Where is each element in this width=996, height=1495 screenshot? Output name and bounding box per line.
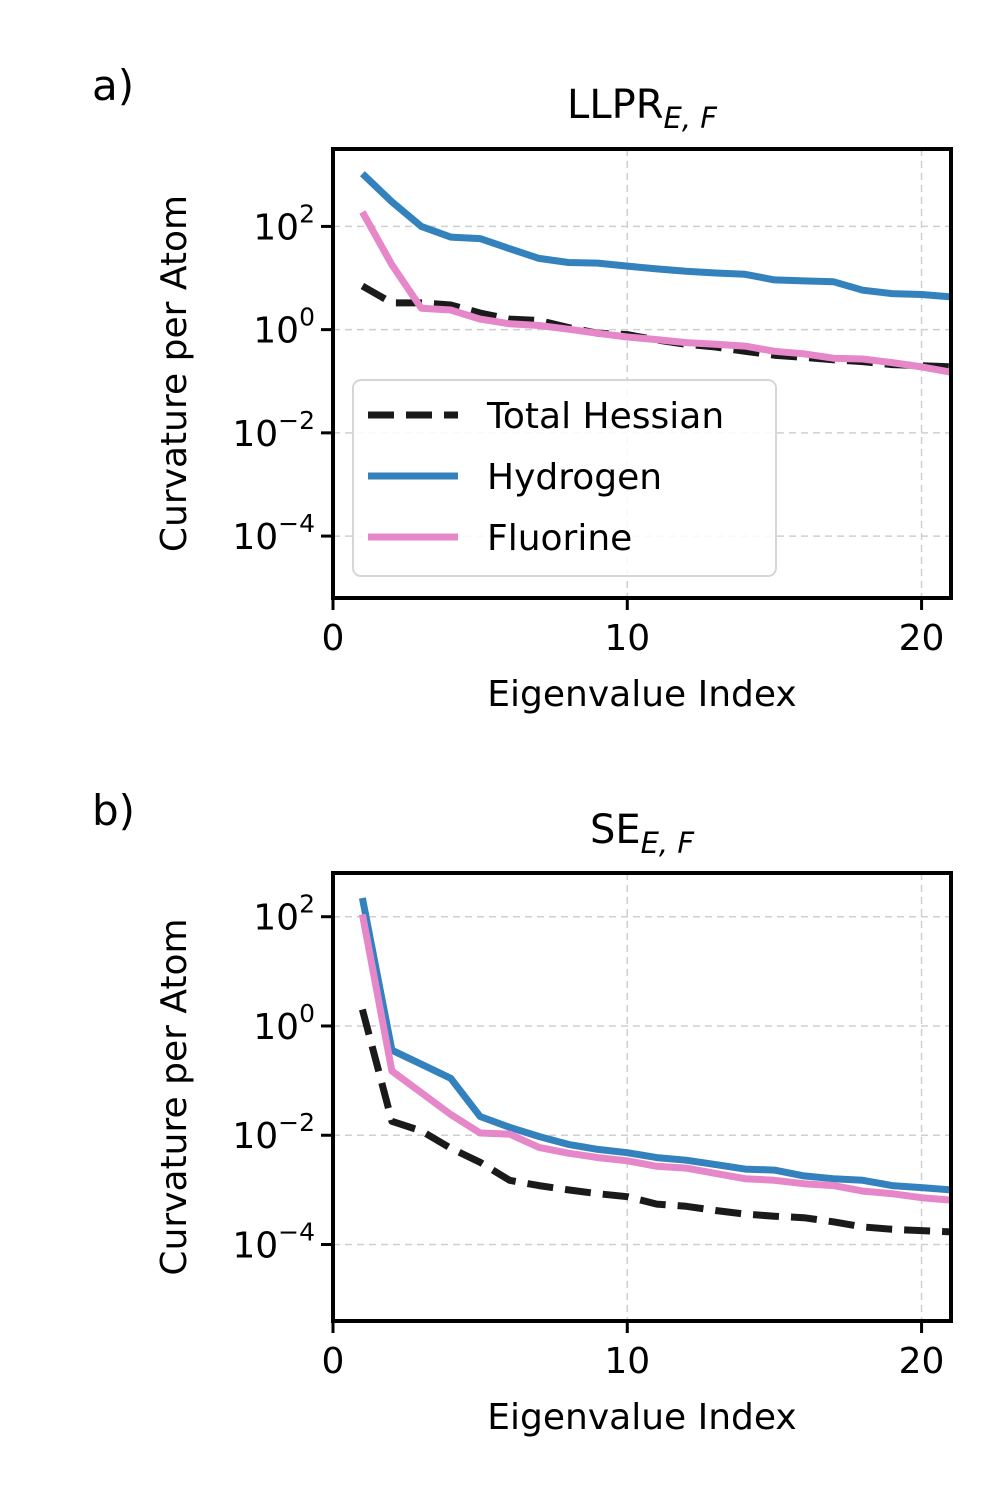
panel-b-ytick-label: 10−2 xyxy=(232,1108,315,1157)
panel-b-title: SEE, F xyxy=(590,807,695,860)
panel-b-ylabel: Curvature per Atom xyxy=(154,918,195,1275)
panel-b-ytick-label: 100 xyxy=(253,999,315,1048)
panel-a-xtick-label: 20 xyxy=(899,618,945,659)
panel-a-legend-box xyxy=(352,379,777,577)
panel-a-legend-label: Hydrogen xyxy=(487,457,662,498)
panel-a-label: a) xyxy=(92,61,134,110)
panel-a-series-hydrogen xyxy=(359,171,951,301)
panel-a-series-total-hessian xyxy=(360,282,951,371)
panel-a-xlabel: Eigenvalue Index xyxy=(487,674,796,715)
panel-b-title-main: SE xyxy=(590,807,641,853)
panel-b-frame xyxy=(331,871,953,1323)
panel-a-legend-label: Total Hessian xyxy=(486,396,724,437)
panel-b-series-hydrogen xyxy=(358,897,951,1194)
panel-a-ytick-label: 100 xyxy=(253,303,315,352)
panel-a-ytick-label: 10−2 xyxy=(232,406,315,455)
panel-b-ticks: 0 10 20 102 100 10−2 10−4 xyxy=(232,890,944,1382)
panel-b-series xyxy=(358,897,951,1236)
panel-b-label: b) xyxy=(92,786,135,835)
panel-b-grid xyxy=(333,873,951,1321)
panel-a-title-subscript: E, F xyxy=(664,101,719,135)
panel-a-series-fluorine xyxy=(359,210,951,376)
panel-a-ytick-label: 102 xyxy=(253,199,315,248)
panel-b-ytick-label: 10−4 xyxy=(232,1218,315,1267)
panel-a-xtick-label: 10 xyxy=(604,618,650,659)
panel-a-ytick-label: 10−4 xyxy=(232,509,315,558)
panel-a-chart: a) LLPRE, F Total Hessian Hydrogen Fluorin… xyxy=(92,61,953,715)
panel-b-chart: b) SEE, F 0 10 20 102 100 10−2 10−4 Eigenvalue… xyxy=(92,786,953,1438)
panel-a-title: LLPRE, F xyxy=(567,82,718,135)
panel-a-xtick-label: 0 xyxy=(322,618,345,659)
panel-b-xtick-label: 20 xyxy=(899,1341,945,1382)
panel-a-series xyxy=(359,171,951,376)
panel-b-xlabel: Eigenvalue Index xyxy=(487,1397,796,1438)
panel-a-ylabel: Curvature per Atom xyxy=(154,195,195,552)
panel-b-xtick-label: 10 xyxy=(604,1341,650,1382)
panel-b-series-fluorine xyxy=(358,913,951,1204)
panel-a-frame xyxy=(331,147,953,600)
panel-a-ticks: 0 10 20 102 100 10−2 10−4 xyxy=(232,199,944,659)
panel-b-title-subscript: E, F xyxy=(641,826,696,860)
panel-b-xtick-label: 0 xyxy=(322,1341,345,1382)
panel-b-series-total-hessian xyxy=(359,1008,951,1236)
panel-a-legend-label: Fluorine xyxy=(487,518,632,559)
panel-a-legend: Total Hessian Hydrogen Fluorine xyxy=(352,379,777,577)
panel-a-title-main: LLPR xyxy=(567,82,663,128)
panel-b-ytick-label: 102 xyxy=(253,890,315,939)
